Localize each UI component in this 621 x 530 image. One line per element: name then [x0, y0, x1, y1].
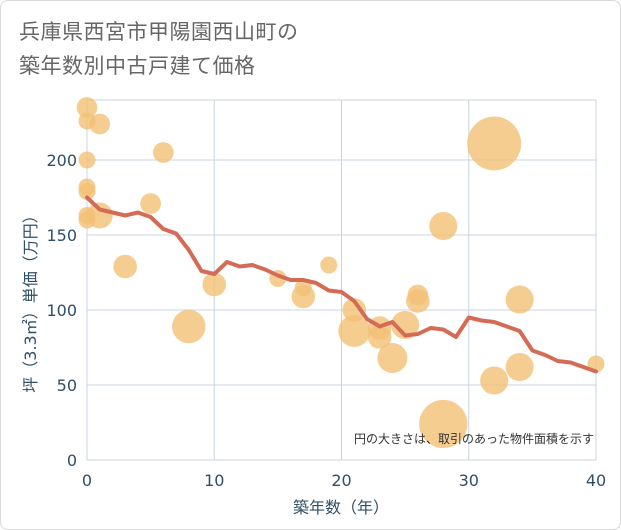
data-bubble [86, 202, 113, 229]
x-tick-label: 10 [204, 471, 224, 490]
x-tick-label: 0 [82, 471, 92, 490]
average-price-line [85, 195, 598, 374]
data-bubble [320, 256, 338, 274]
data-bubble [140, 193, 161, 214]
x-tick-label: 30 [459, 471, 479, 490]
data-bubble [76, 97, 98, 118]
y-tick-label: 0 [67, 451, 77, 470]
data-bubble [467, 116, 522, 171]
y-tick-label: 200 [46, 151, 77, 170]
data-bubble [172, 309, 206, 344]
data-bubble [505, 285, 534, 314]
data-bubble [113, 254, 137, 279]
x-tick-label: 40 [586, 471, 606, 490]
data-bubble [152, 142, 174, 163]
y-axis-label: 坪（3.3㎡）単価（万円） [21, 207, 40, 392]
y-tick-label: 100 [46, 301, 77, 320]
chart-title: 兵庫県西宮市甲陽園西山町の 築年数別中古戸建て価格 [19, 15, 299, 83]
average-line-series [85, 195, 598, 374]
bubble-size-note: 円の大きさは、取引のあった物件面積を示す [354, 431, 594, 446]
data-bubble [89, 113, 111, 135]
x-axis-label: 築年数（年） [293, 498, 389, 517]
bubble-series [76, 97, 605, 449]
data-bubble [342, 298, 367, 322]
tick-labels: 0 50 100 150 200 0 10 20 30 40 [46, 151, 606, 490]
data-bubble [391, 310, 420, 340]
data-bubble [291, 284, 316, 309]
data-bubble [338, 315, 371, 347]
chart-title-line-1: 兵庫県西宮市甲陽園西山町の [19, 20, 299, 44]
data-bubble [480, 366, 509, 395]
data-bubble [202, 272, 227, 297]
x-tick-label: 20 [331, 471, 351, 490]
data-bubble [419, 399, 468, 449]
data-bubble [505, 352, 534, 382]
chart-title-line-2: 築年数別中古戸建て価格 [19, 54, 256, 78]
y-tick-label: 50 [57, 376, 77, 395]
y-tick-label: 150 [46, 226, 77, 245]
data-bubble [367, 325, 392, 349]
data-bubble [429, 211, 458, 241]
grid-lines [86, 99, 597, 461]
data-bubble [377, 342, 408, 374]
data-bubble [78, 183, 96, 200]
data-bubble [406, 289, 430, 313]
data-bubble [78, 151, 96, 169]
